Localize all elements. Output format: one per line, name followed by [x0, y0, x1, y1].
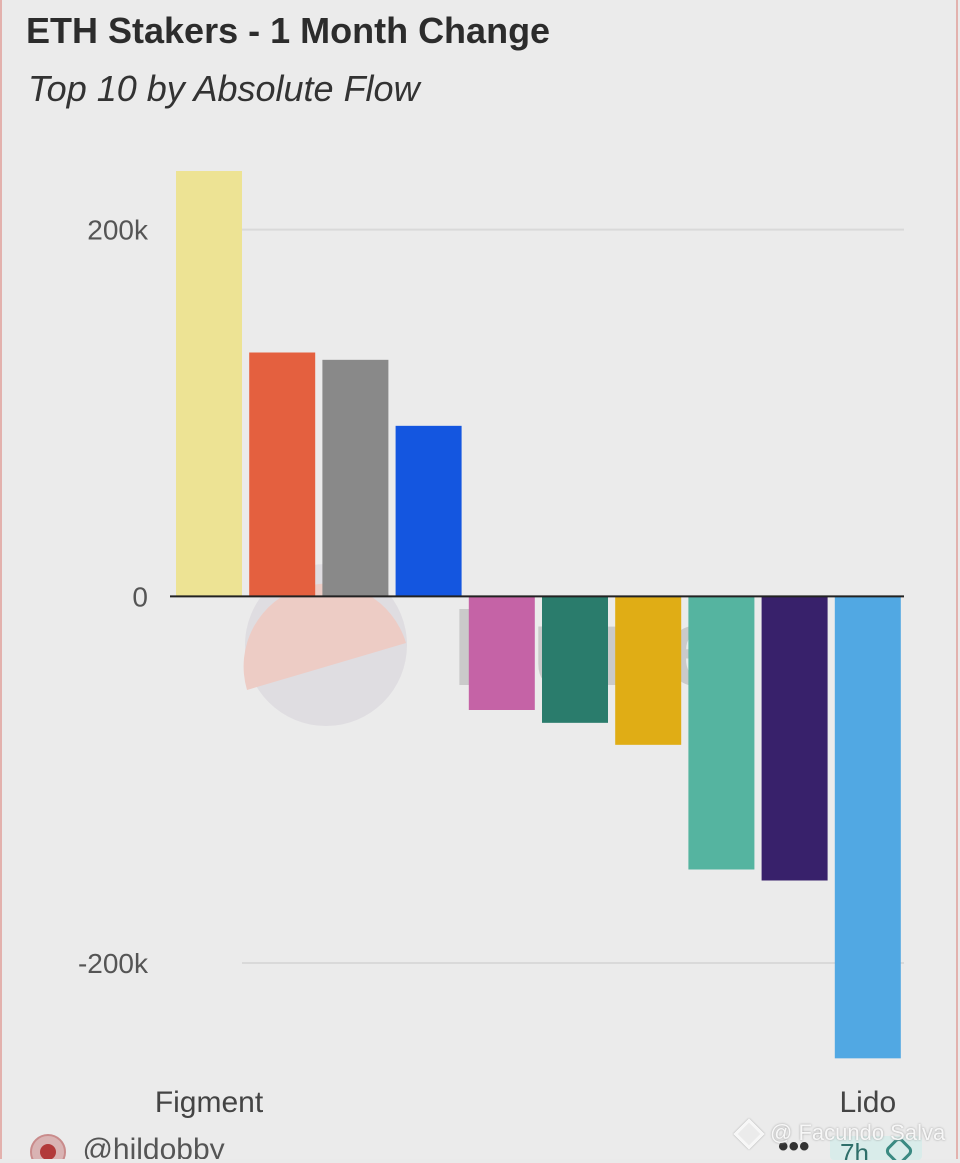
bar	[249, 352, 316, 597]
bar	[468, 596, 535, 710]
y-axis-ticks: 200k 0 -200k	[78, 215, 149, 979]
credit-text: @ Facundo Salva	[770, 1120, 946, 1145]
chart-subtitle: Top 10 by Absolute Flow	[28, 68, 420, 109]
x-axis-labels: Figment Lido	[155, 1086, 896, 1119]
bar	[542, 596, 608, 723]
credit-watermark: @ Facundo Salva	[733, 1118, 946, 1150]
x-category-label: Figment	[155, 1086, 264, 1119]
dune-logo-icon-upper	[243, 583, 406, 690]
x-category-label: Lido	[839, 1086, 896, 1119]
time-label: 7h	[840, 1138, 869, 1160]
bar	[615, 596, 682, 745]
bar	[395, 425, 462, 597]
bar	[322, 359, 389, 597]
author-name[interactable]: @hildobby	[82, 1133, 225, 1159]
time-badge: 7h	[830, 1136, 922, 1160]
y-tick-label: 200k	[87, 215, 149, 246]
footer: @hildobby	[30, 1130, 225, 1159]
author-avatar[interactable]	[30, 1134, 66, 1159]
grid-lines	[242, 228, 904, 964]
y-tick-label: -200k	[78, 948, 149, 979]
bar	[688, 596, 755, 870]
bar	[834, 596, 901, 1059]
bar	[761, 596, 828, 881]
y-tick-label: 0	[132, 581, 148, 612]
binance-logo-icon	[733, 1118, 765, 1150]
bar	[176, 171, 242, 597]
chart-title: ETH Stakers - 1 Month Change	[26, 10, 551, 51]
more-options-icon[interactable]: •••	[778, 1130, 810, 1163]
bars	[176, 171, 901, 1059]
